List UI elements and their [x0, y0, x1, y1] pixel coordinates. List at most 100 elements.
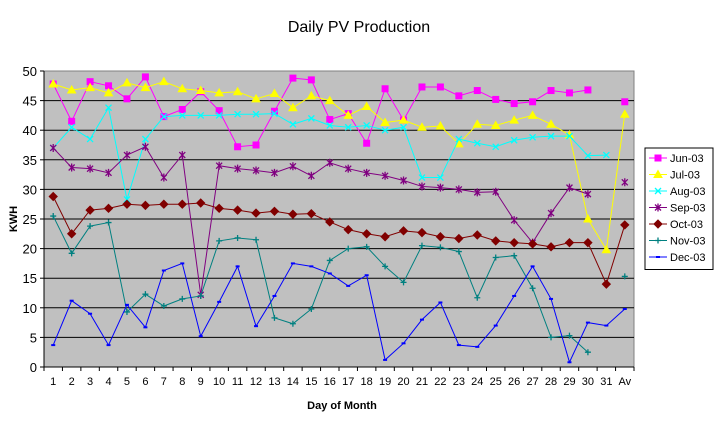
- data-point: [418, 83, 426, 91]
- legend-label: Jun-03: [670, 153, 704, 165]
- y-tick-label: 0: [30, 360, 37, 375]
- legend-label: Oct-03: [670, 219, 703, 231]
- data-point: [601, 244, 612, 254]
- data-point: [546, 242, 556, 252]
- data-point: [105, 219, 112, 226]
- data-point: [232, 205, 243, 215]
- x-tick-label: 9: [198, 376, 204, 388]
- data-point: [472, 230, 482, 240]
- data-point: [418, 174, 426, 182]
- data-point: [548, 334, 555, 341]
- data-point: [381, 126, 389, 134]
- y-tick-label: 10: [23, 301, 37, 316]
- x-axis-label: Day of Month: [307, 400, 377, 412]
- y-axis-label: KWH: [8, 206, 20, 232]
- legend-swatch-marker: [654, 187, 662, 195]
- legend-item: Nov-03: [649, 236, 705, 248]
- data-point: [621, 273, 628, 280]
- legend-label: Dec-03: [670, 252, 705, 264]
- data-point: [325, 217, 335, 227]
- y-tick-label: 50: [23, 64, 37, 79]
- data-point: [215, 107, 223, 115]
- x-tick-label: 28: [545, 376, 557, 388]
- data-point: [564, 237, 575, 248]
- data-point: [141, 135, 149, 143]
- data-point: [289, 120, 297, 128]
- data-point: [619, 109, 630, 118]
- data-point: [380, 232, 390, 242]
- data-point: [158, 76, 169, 86]
- data-point: [472, 119, 483, 128]
- y-tick-label: 20: [23, 242, 37, 257]
- y-tick-label: 25: [23, 212, 37, 227]
- data-point: [547, 209, 555, 218]
- data-point: [234, 143, 242, 151]
- data-point: [620, 220, 630, 230]
- data-point: [253, 236, 260, 243]
- data-point: [510, 216, 518, 225]
- data-point: [141, 142, 149, 151]
- data-point: [361, 101, 372, 111]
- data-point: [473, 87, 481, 95]
- data-point: [178, 151, 186, 160]
- data-point: [289, 74, 297, 82]
- data-point: [363, 168, 371, 177]
- x-tick-label: 22: [434, 376, 446, 388]
- data-point: [252, 110, 260, 118]
- data-point: [197, 292, 204, 299]
- data-point: [178, 111, 186, 119]
- data-point: [326, 122, 334, 129]
- data-point: [251, 208, 261, 218]
- data-point: [621, 98, 629, 106]
- data-point: [510, 136, 518, 144]
- data-point: [326, 116, 334, 124]
- data-point: [398, 115, 409, 124]
- y-tick-label: 30: [23, 182, 37, 197]
- data-point: [492, 143, 500, 151]
- data-point: [86, 164, 94, 173]
- x-tick-label: 29: [563, 376, 575, 388]
- data-point: [123, 308, 130, 315]
- data-point: [160, 173, 168, 182]
- data-point: [455, 135, 463, 143]
- data-point: [307, 114, 315, 122]
- data-point: [343, 110, 354, 119]
- data-point: [491, 236, 501, 246]
- data-point: [583, 237, 593, 248]
- data-point: [252, 166, 260, 175]
- data-point: [547, 132, 555, 140]
- x-tick-label: 26: [508, 376, 520, 388]
- data-point: [363, 122, 371, 129]
- data-point: [234, 234, 241, 241]
- data-point: [140, 200, 151, 211]
- data-point: [343, 224, 353, 235]
- data-point: [527, 110, 538, 119]
- legend-swatch-marker: [654, 154, 662, 162]
- data-point: [381, 171, 389, 180]
- series-line: [52, 146, 589, 295]
- data-point: [85, 205, 95, 215]
- data-point: [583, 213, 593, 223]
- data-point: [363, 243, 370, 250]
- data-point: [584, 152, 592, 160]
- y-tick-label: 15: [23, 271, 37, 286]
- x-tick-label: 15: [305, 376, 317, 388]
- data-point: [398, 226, 409, 236]
- data-point: [527, 239, 538, 249]
- data-point: [48, 191, 58, 202]
- legend: Jun-03 Jul-03 Aug-03 Sep-03 Oct-03 Nov-03 Dec-…: [644, 147, 714, 270]
- y-tick-label: 40: [23, 123, 37, 138]
- data-point: [345, 245, 352, 252]
- x-tick-label: 11: [232, 376, 243, 388]
- data-point: [473, 139, 481, 147]
- legend-swatch-marker: [653, 219, 663, 229]
- data-point: [380, 117, 390, 127]
- x-tick-label: 12: [250, 376, 262, 388]
- data-point: [547, 87, 555, 95]
- data-point: [400, 279, 407, 286]
- data-point: [306, 90, 317, 100]
- data-point: [68, 117, 76, 125]
- data-point: [159, 199, 169, 209]
- data-point: [546, 119, 556, 128]
- legend-item: Jun-03: [649, 153, 704, 165]
